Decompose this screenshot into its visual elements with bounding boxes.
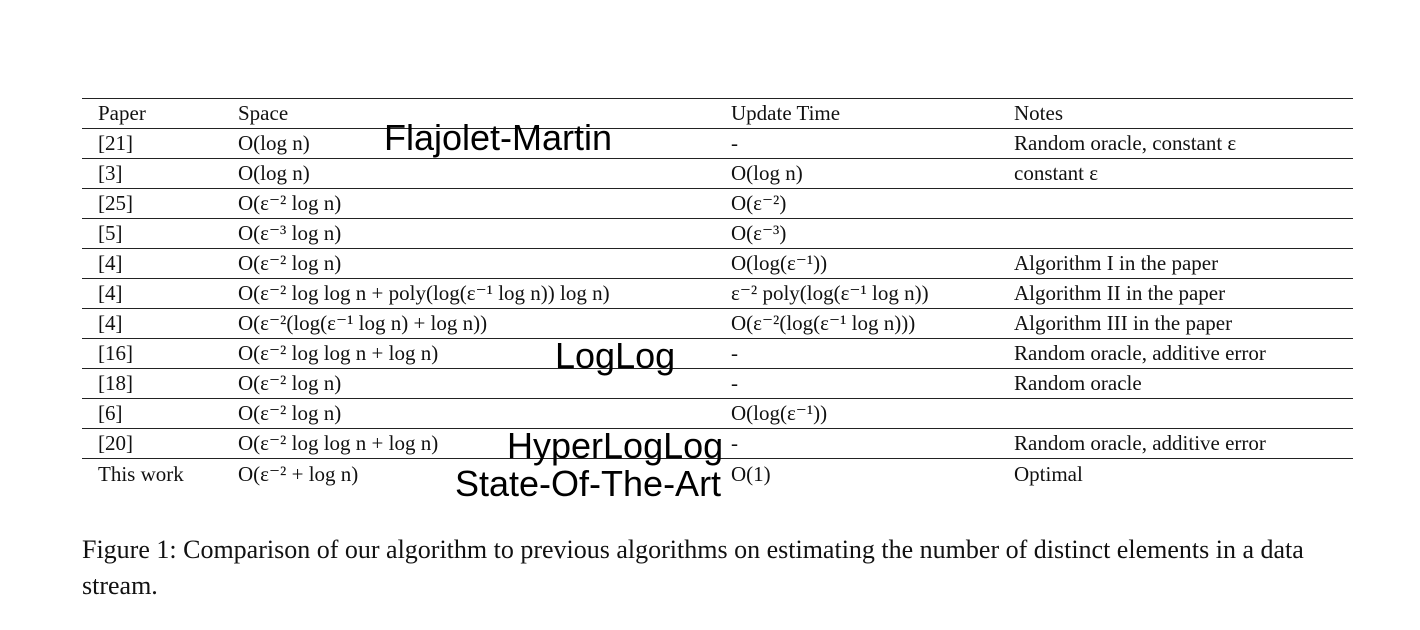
cell-paper: [4] [98, 251, 123, 275]
table-row: [21] O(log n) - Random oracle, constant … [82, 129, 1353, 159]
cell-update-time: O(1) [731, 461, 771, 486]
column-header-notes: Notes [1014, 101, 1063, 125]
cell-notes [998, 399, 1353, 429]
table-row: [18] O(ε⁻² log n) - Random oracle [82, 369, 1353, 399]
figure-caption: Figure 1: Comparison of our algorithm to… [82, 535, 1304, 600]
cell-update-time: O(log n) [731, 161, 803, 185]
cell-update-time: O(ε⁻²) [731, 191, 787, 215]
cell-paper: [21] [98, 131, 133, 155]
cell-paper: [25] [98, 191, 133, 215]
cell-notes: Random oracle, constant ε [1014, 131, 1237, 155]
table-row: [4] O(ε⁻² log log n + poly(log(ε⁻¹ log n… [82, 279, 1353, 309]
overlay-label-state-of-the-art: State-Of-The-Art [455, 463, 722, 504]
table-row: [20] O(ε⁻² log log n + log n) - Random o… [82, 429, 1353, 459]
cell-space: O(ε⁻² log n) [238, 191, 342, 215]
cell-paper: This work [98, 461, 184, 486]
cell-update-time: - [731, 131, 738, 155]
cell-notes: Algorithm II in the paper [1014, 281, 1226, 305]
cell-update-time: O(ε⁻²(log(ε⁻¹ log n))) [731, 311, 916, 335]
cell-space: O(ε⁻² log n) [238, 401, 342, 425]
cell-space: O(ε⁻³ log n) [238, 221, 342, 245]
cell-space: O(ε⁻²(log(ε⁻¹ log n) + log n)) [238, 311, 488, 335]
cell-space: O(ε⁻² log log n + log n) [238, 431, 439, 455]
cell-space: O(log n) [238, 161, 310, 185]
cell-notes: Random oracle [1014, 371, 1142, 395]
cell-update-time: O(ε⁻³) [731, 221, 787, 245]
cell-notes: Algorithm III in the paper [1014, 311, 1233, 335]
cell-paper: [3] [98, 161, 123, 185]
cell-notes: constant ε [1014, 161, 1099, 185]
cell-update-time: ε⁻² poly(log(ε⁻¹ log n)) [731, 281, 929, 305]
cell-space: O(ε⁻² + log n) [238, 461, 359, 486]
cell-space: O(ε⁻² log log n + log n) [238, 341, 439, 365]
table-row: [4] O(ε⁻² log n) O(log(ε⁻¹)) Algorithm I… [82, 249, 1353, 279]
cell-space: O(ε⁻² log n) [238, 251, 342, 275]
cell-space: O(log n) [238, 131, 310, 155]
cell-paper: [20] [98, 431, 133, 455]
table-row: [5] O(ε⁻³ log n) O(ε⁻³) [82, 219, 1353, 249]
overlay-label-hyperloglog: HyperLogLog [507, 425, 724, 466]
column-header-paper: Paper [98, 101, 146, 125]
cell-space: O(ε⁻² log log n + poly(log(ε⁻¹ log n)) l… [238, 281, 610, 305]
cell-paper: [6] [98, 401, 123, 425]
cell-notes [998, 189, 1353, 219]
cell-update-time: - [731, 341, 738, 365]
table-header-row: Paper Space Update Time Notes [82, 98, 1353, 129]
table-row: [4] O(ε⁻²(log(ε⁻¹ log n) + log n)) O(ε⁻²… [82, 309, 1353, 339]
cell-notes: Random oracle, additive error [1014, 431, 1266, 455]
cell-paper: [5] [98, 221, 123, 245]
table-row: [25] O(ε⁻² log n) O(ε⁻²) [82, 189, 1353, 219]
cell-paper: [4] [98, 281, 123, 305]
table-row: [3] O(log n) O(log n) constant ε [82, 159, 1353, 189]
comparison-table-container: Paper Space Update Time Notes [21] O(log… [82, 98, 1353, 489]
cell-update-time: O(log(ε⁻¹)) [731, 251, 828, 275]
column-header-space: Space [238, 101, 289, 125]
overlay-label-loglog: LogLog [555, 335, 676, 376]
cell-notes [998, 219, 1353, 249]
cell-notes: Algorithm I in the paper [1014, 251, 1219, 275]
table-row: [6] O(ε⁻² log n) O(log(ε⁻¹)) [82, 399, 1353, 429]
cell-update-time: O(log(ε⁻¹)) [731, 401, 828, 425]
cell-update-time: - [731, 431, 738, 455]
table-row: This work O(ε⁻² + log n) O(1) Optimal [82, 459, 1353, 490]
cell-notes: Random oracle, additive error [1014, 341, 1266, 365]
column-header-update-time: Update Time [731, 101, 841, 125]
overlay-label-flajolet-martin: Flajolet-Martin [384, 117, 613, 158]
cell-paper: [16] [98, 341, 133, 365]
table-row: [16] O(ε⁻² log log n + log n) - Random o… [82, 339, 1353, 369]
cell-notes: Optimal [1014, 461, 1083, 486]
cell-space: O(ε⁻² log n) [238, 371, 342, 395]
cell-paper: [4] [98, 311, 123, 335]
cell-update-time: - [731, 371, 738, 395]
cell-paper: [18] [98, 371, 133, 395]
comparison-table: Paper Space Update Time Notes [21] O(log… [82, 98, 1353, 489]
